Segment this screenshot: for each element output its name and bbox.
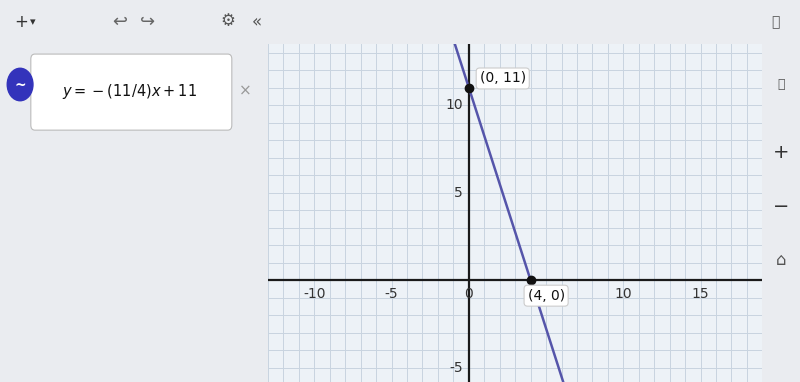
Text: ⚙: ⚙	[220, 12, 235, 30]
Text: +: +	[14, 13, 28, 31]
Text: −: −	[773, 197, 790, 216]
Text: 10: 10	[445, 98, 462, 112]
FancyBboxPatch shape	[31, 54, 232, 130]
Text: -5: -5	[449, 361, 462, 375]
Text: ▾: ▾	[30, 17, 36, 27]
Text: ⌂: ⌂	[776, 251, 786, 269]
Text: -5: -5	[385, 286, 398, 301]
Text: 🔧: 🔧	[772, 15, 780, 29]
Text: «: «	[252, 13, 262, 31]
Text: 15: 15	[692, 286, 710, 301]
Text: (0, 11): (0, 11)	[480, 71, 526, 86]
Text: ~: ~	[14, 79, 26, 93]
Text: +: +	[773, 142, 790, 162]
Text: 5: 5	[454, 186, 462, 200]
Text: ↪: ↪	[140, 13, 155, 31]
Text: 10: 10	[614, 286, 632, 301]
Text: ×: ×	[239, 84, 251, 99]
Text: ↩: ↩	[112, 13, 127, 31]
Text: 5: 5	[542, 286, 550, 301]
Circle shape	[7, 68, 33, 101]
Text: 🔧: 🔧	[778, 78, 785, 91]
Text: $y = -(11/4)x + 11$: $y = -(11/4)x + 11$	[62, 83, 198, 102]
Text: (4, 0): (4, 0)	[527, 289, 565, 303]
Text: 0: 0	[465, 286, 474, 301]
Text: -10: -10	[303, 286, 326, 301]
